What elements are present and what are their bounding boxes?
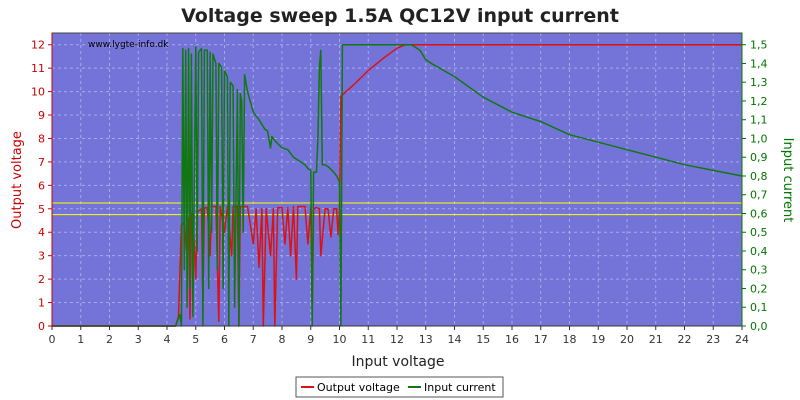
y-axis-right-label: Input current: [780, 138, 795, 223]
x-tick-label: 2: [106, 333, 113, 346]
y-right-tick-label: 1,2: [750, 95, 768, 108]
x-tick-label: 12: [390, 333, 404, 346]
y-left-tick-label: 2: [38, 273, 45, 286]
legend-label-output-voltage: Output voltage: [317, 381, 400, 394]
y-left-tick-label: 9: [38, 109, 45, 122]
x-tick-label: 5: [192, 333, 199, 346]
x-tick-label: 15: [476, 333, 490, 346]
y-right-tick-label: 0,2: [750, 282, 768, 295]
x-tick-label: 14: [448, 333, 462, 346]
y-right-tick-label: 1,3: [750, 76, 768, 89]
y-left-tick-label: 10: [31, 86, 45, 99]
series-line-input-current: [52, 43, 743, 327]
y-right-tick-label: 0,7: [750, 189, 768, 202]
x-tick-label: 23: [706, 333, 720, 346]
x-tick-label: 1: [77, 333, 84, 346]
x-tick-label: 21: [649, 333, 663, 346]
y-right-tick-label: 1,1: [750, 114, 768, 127]
y-right-tick-label: 0,5: [750, 226, 768, 239]
watermark-text: www.lygte-info.dk: [88, 40, 169, 50]
x-tick-label: 24: [735, 333, 749, 346]
grid-lines: [51, 33, 743, 327]
y-right-tick-label: 1,0: [750, 132, 768, 145]
legend-box: [295, 376, 504, 398]
y-right-tick-label: 1,4: [750, 57, 768, 70]
x-tick-label: 8: [279, 333, 286, 346]
chart-title: Voltage sweep 1.5A QC12V input current: [181, 5, 619, 27]
y-right-tick-label: 0,8: [750, 170, 768, 183]
y-left-tick-label: 4: [38, 226, 45, 239]
x-tick-label: 18: [563, 333, 577, 346]
legend-label-input-current: Input current: [424, 381, 496, 394]
y-left-tick-label: 6: [38, 179, 45, 192]
x-tick-label: 11: [361, 333, 375, 346]
x-tick-label: 22: [678, 333, 692, 346]
x-tick-label: 20: [620, 333, 634, 346]
x-axis: 0 1 2 3 4 5 6 7 8 9 10 11 12 13 14 15 16 17 18 19 20 21 22 23 24: [49, 325, 749, 346]
y-right-tick-label: 0,9: [750, 151, 768, 164]
y-right-tick-label: 0,3: [750, 264, 768, 277]
x-tick-label: 3: [135, 333, 142, 346]
y-right-tick-label: 1,5: [750, 39, 768, 52]
y-right-tick-label: 0,1: [750, 301, 768, 314]
legend: Output voltage Input current: [295, 376, 504, 398]
x-tick-label: 6: [221, 333, 228, 346]
x-tick-label: 7: [250, 333, 257, 346]
y-left-tick-label: 5: [38, 203, 45, 216]
y-axis-right: 0,0 0,1 0,2 0,3 0,4 0,5 0,6 0,7 0,8 0,9 1,0 1,1 1,2 1…: [741, 33, 768, 333]
x-axis-label: Input voltage: [351, 354, 444, 370]
y-axis-left-label: Output voltage: [10, 131, 25, 229]
x-tick-label: 4: [164, 333, 171, 346]
y-left-tick-label: 11: [31, 62, 45, 75]
y-right-tick-label: 0,0: [750, 320, 768, 333]
y-left-tick-label: 12: [31, 39, 45, 52]
y-left-tick-label: 0: [38, 320, 45, 333]
y-left-tick-label: 7: [38, 156, 45, 169]
y-right-tick-label: 0,6: [750, 207, 768, 220]
x-tick-label: 9: [307, 333, 314, 346]
y-left-tick-label: 8: [38, 132, 45, 145]
x-tick-label: 10: [333, 333, 347, 346]
y-left-tick-label: 3: [38, 250, 45, 263]
y-left-tick-label: 1: [38, 297, 45, 310]
x-tick-label: 13: [419, 333, 433, 346]
x-tick-label: 16: [505, 333, 519, 346]
reference-lines: [52, 202, 742, 216]
x-tick-label: 17: [534, 333, 548, 346]
y-right-tick-label: 0,4: [750, 245, 768, 258]
x-tick-label: 19: [591, 333, 605, 346]
x-tick-label: 0: [49, 333, 56, 346]
